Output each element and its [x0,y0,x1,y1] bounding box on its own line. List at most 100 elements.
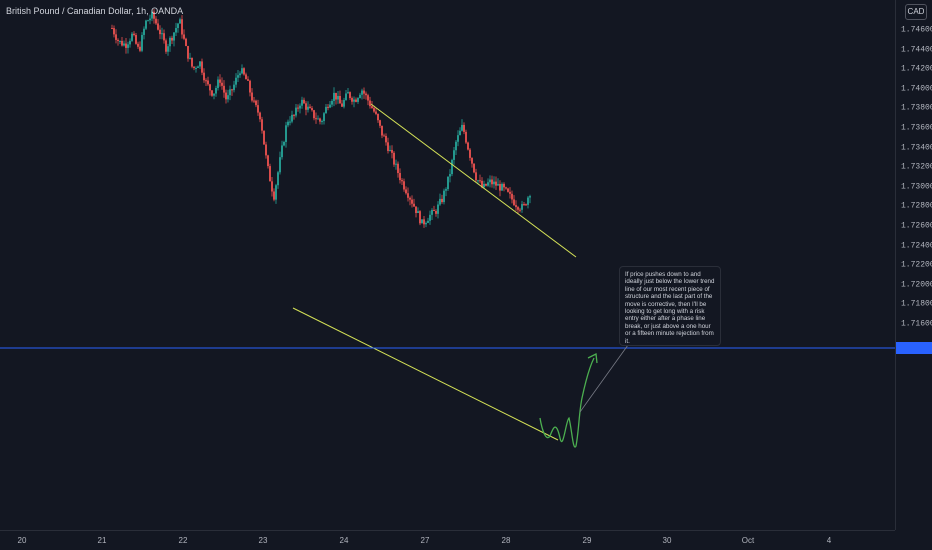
candle-body [135,35,137,44]
candle-body [437,204,439,214]
candle-body [365,93,367,96]
candle-body [317,118,319,120]
price-tick: 1.71600 [901,319,932,329]
candle-body [285,125,287,142]
candle-body [257,105,259,113]
candle-body [383,135,385,137]
candle-body [251,92,253,101]
candle-body [425,222,427,225]
candle-body [483,183,485,188]
candle-body [299,105,301,109]
candle-body [399,173,401,181]
candle-body [477,180,479,182]
candle-body [223,85,225,93]
upper-trendline[interactable] [370,103,577,258]
currency-badge[interactable]: CAD [905,4,927,20]
candle-body [267,155,269,167]
candle-body [319,118,321,122]
candle-body [353,99,355,102]
candle-body [411,199,413,204]
candle-body [361,90,363,95]
candle-body [315,118,317,120]
candle-body [485,183,487,186]
candle-body [261,119,263,131]
candle-body [465,131,467,143]
candle-body [489,179,491,183]
candle-body [329,104,331,108]
candle-body [423,219,425,225]
price-tick: 1.74000 [901,84,932,94]
lower-trendline[interactable] [292,307,559,441]
annotation-note[interactable]: If price pushes down to and ideally just… [619,266,721,346]
price-tick: 1.74200 [901,64,932,74]
candle-body [137,43,139,47]
candle-body [129,40,131,45]
candle-body [525,204,527,206]
date-tick: 22 [178,536,188,545]
candle-body [227,95,229,100]
candle-body [221,82,223,86]
candle-body [441,198,443,203]
date-tick: 27 [420,536,430,545]
candle-body [269,166,271,182]
candle-body [141,34,143,51]
candle-body [461,124,463,131]
candle-body [283,141,285,146]
candle-body [165,40,167,52]
date-tick: Oct [741,536,755,545]
candle-body [191,57,193,67]
candle-body [119,40,121,42]
candle-body [467,142,469,150]
candle-body [493,181,495,185]
candle-body [487,182,489,186]
candle-body [527,197,529,205]
candle-body [213,93,215,96]
candle-body [375,111,377,114]
candle-body [279,157,281,173]
candle-body [469,149,471,158]
candle-body [321,121,323,123]
candle-body [177,23,179,29]
candle-body [529,196,531,198]
candle-body [239,73,241,76]
candle-body [265,144,267,156]
candle-body [203,72,205,81]
projection-drawing[interactable] [539,357,595,448]
candle-body [491,179,493,185]
candle-body [139,46,141,51]
candle-body [433,209,435,212]
price-axis-border [895,0,896,530]
candle-body [167,46,169,52]
candle-body [501,183,503,191]
date-tick: 4 [826,536,832,545]
price-tick: 1.72800 [901,201,932,211]
price-tick: 1.73000 [901,182,932,192]
candle-body [241,68,243,74]
candle-body [175,28,177,33]
candle-body [245,74,247,80]
candle-body [347,92,349,94]
candle-body [507,188,509,192]
price-tick: 1.73800 [901,103,932,113]
candle-body [379,120,381,126]
candle-body [505,187,507,189]
candle-body [323,113,325,122]
candle-body [325,106,327,114]
candle-body [161,33,163,35]
candle-body [243,68,245,75]
candle-body [447,176,449,190]
candle-body [231,89,233,91]
candle-body [413,203,415,207]
current-price-label-bg [896,342,932,354]
candle-body [471,157,473,164]
candle-body [151,11,153,19]
candle-body [349,92,351,99]
candle-body [207,80,209,85]
candle-body [295,107,297,116]
symbol-title[interactable]: British Pound / Canadian Dollar, 1h, OAN… [6,6,184,16]
candle-body [263,130,265,145]
candle-body [133,33,135,36]
candle-body [343,100,345,107]
candle-body [479,180,481,182]
price-tick: 1.72400 [901,241,932,251]
